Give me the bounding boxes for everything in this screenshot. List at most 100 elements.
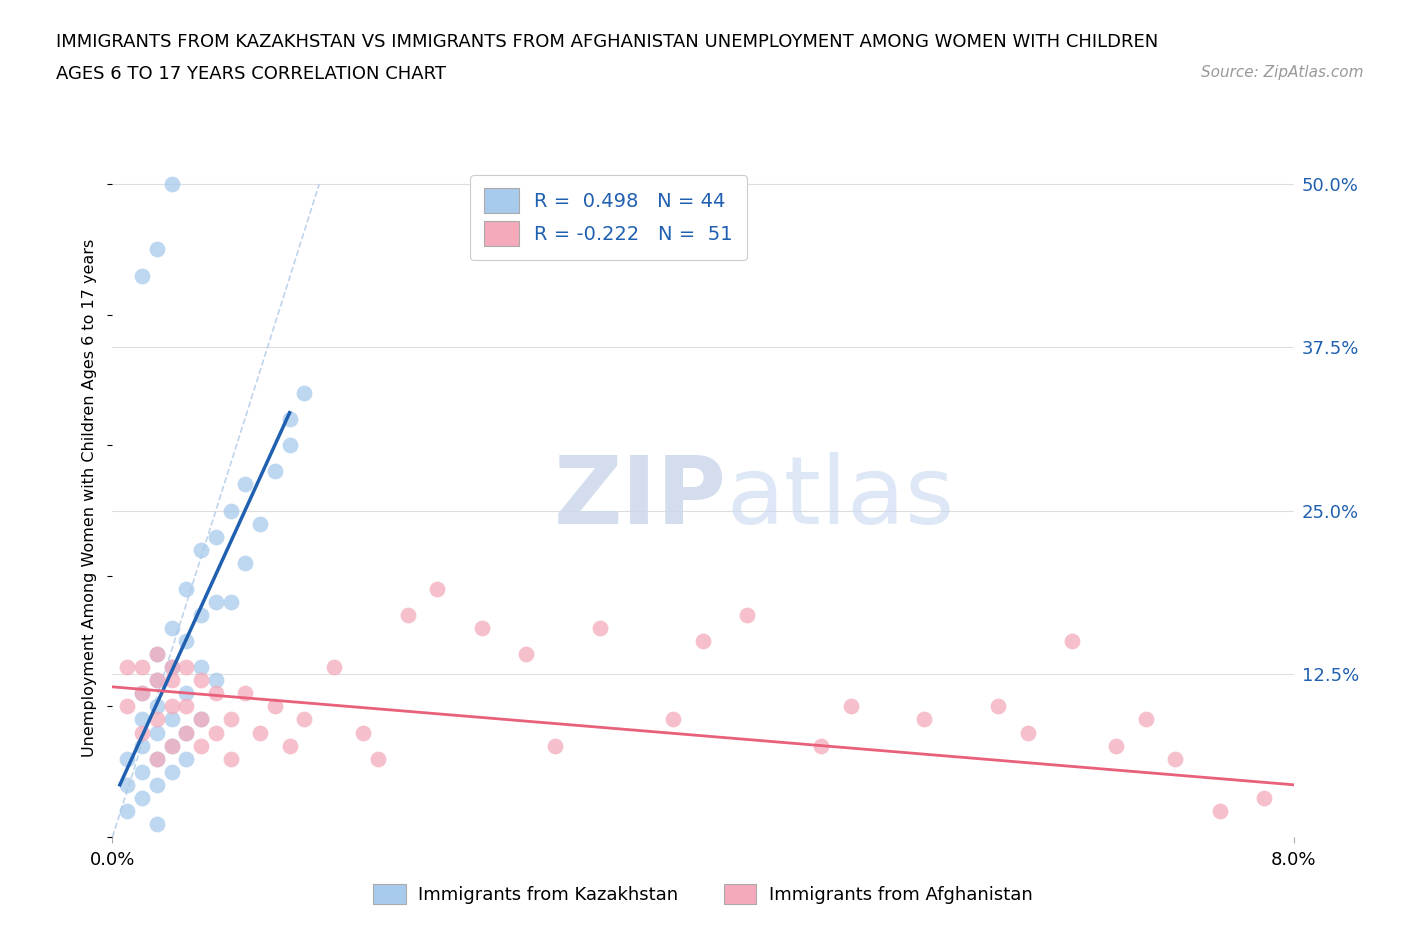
Point xyxy=(117,660,138,675)
Point xyxy=(662,712,685,727)
Point xyxy=(839,699,862,714)
Point xyxy=(146,712,169,727)
Point xyxy=(146,751,169,766)
Point xyxy=(471,620,494,635)
Point xyxy=(117,699,138,714)
Text: IMMIGRANTS FROM KAZAKHSTAN VS IMMIGRANTS FROM AFGHANISTAN UNEMPLOYMENT AMONG WOM: IMMIGRANTS FROM KAZAKHSTAN VS IMMIGRANTS… xyxy=(56,33,1159,50)
Point xyxy=(146,725,169,740)
Point xyxy=(117,804,138,818)
Point xyxy=(160,738,183,753)
Point xyxy=(174,581,197,596)
Point xyxy=(249,725,271,740)
Point xyxy=(692,633,714,648)
Point xyxy=(264,699,287,714)
Point xyxy=(146,673,169,688)
Point xyxy=(160,177,183,192)
Point xyxy=(249,516,271,531)
Point xyxy=(190,673,212,688)
Point xyxy=(1253,790,1275,805)
Point xyxy=(588,620,610,635)
Text: atlas: atlas xyxy=(727,452,955,543)
Point xyxy=(544,738,567,753)
Point xyxy=(219,503,242,518)
Point xyxy=(146,777,169,792)
Point xyxy=(131,686,153,701)
Point xyxy=(914,712,936,727)
Point xyxy=(160,699,183,714)
Point xyxy=(146,699,169,714)
Point xyxy=(205,725,228,740)
Point xyxy=(160,660,183,675)
Point xyxy=(131,712,153,727)
Point xyxy=(190,738,212,753)
Point xyxy=(352,725,374,740)
Point xyxy=(278,438,301,453)
Point xyxy=(174,725,197,740)
Point xyxy=(190,660,212,675)
Point xyxy=(160,620,183,635)
Point xyxy=(426,581,449,596)
Point xyxy=(987,699,1010,714)
Point xyxy=(160,738,183,753)
Point xyxy=(737,607,759,622)
Point xyxy=(233,555,256,570)
Legend: R =  0.498   N = 44, R = -0.222   N =  51: R = 0.498 N = 44, R = -0.222 N = 51 xyxy=(471,175,747,259)
Point xyxy=(131,268,153,283)
Point xyxy=(205,529,228,544)
Point xyxy=(367,751,389,766)
Point xyxy=(233,477,256,492)
Point xyxy=(205,673,228,688)
Point xyxy=(292,386,315,401)
Y-axis label: Unemployment Among Women with Children Ages 6 to 17 years: Unemployment Among Women with Children A… xyxy=(82,238,97,757)
Point xyxy=(278,738,301,753)
Point xyxy=(1062,633,1084,648)
Point xyxy=(131,738,153,753)
Point xyxy=(264,464,287,479)
Point xyxy=(190,712,212,727)
Point xyxy=(146,242,169,257)
Point xyxy=(117,751,138,766)
Point xyxy=(146,751,169,766)
Point xyxy=(1017,725,1039,740)
Text: AGES 6 TO 17 YEARS CORRELATION CHART: AGES 6 TO 17 YEARS CORRELATION CHART xyxy=(56,65,446,83)
Point xyxy=(292,712,315,727)
Point xyxy=(174,751,197,766)
Point xyxy=(117,777,138,792)
Point xyxy=(146,817,169,831)
Point xyxy=(1208,804,1232,818)
Point xyxy=(278,412,301,427)
Point xyxy=(131,686,153,701)
Point xyxy=(1164,751,1187,766)
Point xyxy=(515,646,537,661)
Point xyxy=(1135,712,1157,727)
Point xyxy=(146,673,169,688)
Point xyxy=(396,607,419,622)
Legend: Immigrants from Kazakhstan, Immigrants from Afghanistan: Immigrants from Kazakhstan, Immigrants f… xyxy=(366,876,1040,911)
Point xyxy=(190,712,212,727)
Point xyxy=(131,764,153,779)
Text: Source: ZipAtlas.com: Source: ZipAtlas.com xyxy=(1201,65,1364,80)
Point xyxy=(219,594,242,609)
Point xyxy=(160,660,183,675)
Point xyxy=(219,712,242,727)
Point xyxy=(146,646,169,661)
Point xyxy=(174,660,197,675)
Point xyxy=(160,673,183,688)
Point xyxy=(160,712,183,727)
Point xyxy=(174,725,197,740)
Point xyxy=(233,686,256,701)
Point xyxy=(205,686,228,701)
Point xyxy=(323,660,346,675)
Point xyxy=(190,542,212,557)
Point xyxy=(174,699,197,714)
Point xyxy=(174,686,197,701)
Point xyxy=(131,725,153,740)
Point xyxy=(190,607,212,622)
Point xyxy=(131,660,153,675)
Point xyxy=(205,594,228,609)
Point xyxy=(1105,738,1128,753)
Text: ZIP: ZIP xyxy=(554,452,727,543)
Point xyxy=(160,764,183,779)
Point xyxy=(174,633,197,648)
Point xyxy=(146,646,169,661)
